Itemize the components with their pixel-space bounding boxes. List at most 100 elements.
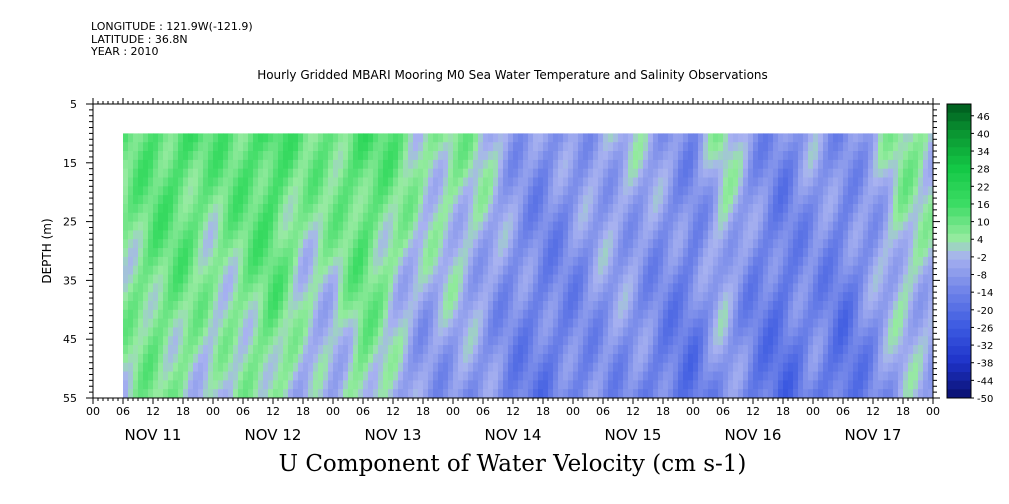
heatmap-cell (723, 265, 729, 276)
heatmap-cell (708, 221, 714, 232)
heatmap-cell (363, 195, 369, 205)
heatmap-cell (533, 345, 539, 355)
heatmap-cell (408, 248, 414, 258)
heatmap-cell (853, 203, 859, 214)
heatmap-cells (123, 133, 933, 398)
heatmap-cell (748, 186, 754, 196)
heatmap-cell (788, 133, 794, 143)
heatmap-cell (233, 327, 239, 337)
heatmap-cell (913, 318, 919, 329)
heatmap-cell (538, 371, 544, 381)
heatmap-cell (123, 142, 129, 152)
heatmap-cell (808, 168, 814, 179)
heatmap-cell (273, 168, 279, 179)
heatmap-cell (313, 168, 319, 179)
heatmap-cell (158, 168, 164, 179)
heatmap-cell (243, 177, 249, 187)
heatmap-cell (553, 345, 559, 355)
heatmap-cell (153, 256, 159, 267)
heatmap-cell (638, 300, 644, 311)
heatmap-cell (903, 239, 909, 249)
heatmap-cell (368, 327, 374, 337)
heatmap-cell (928, 371, 933, 381)
heatmap-cell (618, 300, 624, 311)
heatmap-cell (828, 380, 834, 390)
heatmap-cell (483, 248, 489, 258)
heatmap-cell (148, 353, 154, 364)
heatmap-cell (218, 283, 224, 293)
heatmap-cell (698, 318, 704, 329)
heatmap-cell (323, 389, 329, 398)
heatmap-cell (373, 133, 379, 143)
heatmap-cell (558, 283, 564, 293)
heatmap-cell (663, 186, 669, 196)
heatmap-cell (613, 362, 619, 373)
heatmap-cell (553, 283, 559, 293)
heatmap-cell (173, 168, 179, 179)
heatmap-cell (873, 265, 879, 276)
heatmap-cell (388, 239, 394, 249)
heatmap-cell (603, 212, 609, 223)
heatmap-cell (888, 274, 894, 284)
heatmap-cell (373, 248, 379, 258)
heatmap-cell (463, 256, 469, 267)
heatmap-cell (438, 168, 444, 179)
heatmap-cell (648, 318, 654, 329)
heatmap-cell (203, 230, 209, 240)
heatmap-cell (763, 248, 769, 258)
heatmap-cell (398, 177, 404, 187)
heatmap-cell (493, 309, 499, 320)
heatmap-cell (448, 186, 454, 196)
heatmap-cell (273, 318, 279, 329)
heatmap-cell (658, 327, 664, 337)
heatmap-cell (388, 345, 394, 355)
heatmap-cell (293, 177, 299, 187)
heatmap-cell (743, 371, 749, 381)
heatmap-cell (413, 274, 419, 284)
heatmap-cell (503, 212, 509, 223)
heatmap-cell (248, 353, 254, 364)
heatmap-cell (393, 362, 399, 373)
heatmap-cell (393, 248, 399, 258)
heatmap-cell (288, 283, 294, 293)
heatmap-cell (173, 274, 179, 284)
heatmap-cell (733, 380, 739, 390)
heatmap-cell (878, 195, 884, 205)
heatmap-cell (418, 168, 424, 179)
heatmap-cell (163, 177, 169, 187)
heatmap-cell (573, 230, 579, 240)
heatmap-cell (493, 336, 499, 346)
heatmap-cell (628, 177, 634, 187)
heatmap-cell (848, 203, 854, 214)
heatmap-cell (143, 389, 149, 398)
heatmap-cell (248, 389, 254, 398)
heatmap-cell (908, 283, 914, 293)
heatmap-cell (403, 283, 409, 293)
heatmap-cell (228, 142, 234, 152)
heatmap-cell (203, 362, 209, 373)
heatmap-cell (308, 221, 314, 232)
heatmap-cell (663, 159, 669, 170)
heatmap-cell (828, 203, 834, 214)
heatmap-cell (473, 318, 479, 329)
heatmap-cell (143, 353, 149, 364)
heatmap-cell (568, 380, 574, 390)
heatmap-cell (163, 336, 169, 346)
heatmap-cell (408, 283, 414, 293)
heatmap-cell (248, 336, 254, 346)
heatmap-cell (148, 318, 154, 329)
heatmap-cell (293, 212, 299, 223)
heatmap-cell (553, 203, 559, 214)
heatmap-cell (733, 389, 739, 398)
heatmap-cell (178, 292, 184, 302)
heatmap-cell (758, 336, 764, 346)
heatmap-cell (803, 318, 809, 329)
heatmap-cell (643, 212, 649, 223)
heatmap-cell (238, 380, 244, 390)
heatmap-cell (738, 389, 744, 398)
heatmap-cell (868, 248, 874, 258)
heatmap-cell (748, 221, 754, 232)
heatmap-cell (533, 274, 539, 284)
heatmap-cell (803, 159, 809, 170)
heatmap-cell (453, 177, 459, 187)
